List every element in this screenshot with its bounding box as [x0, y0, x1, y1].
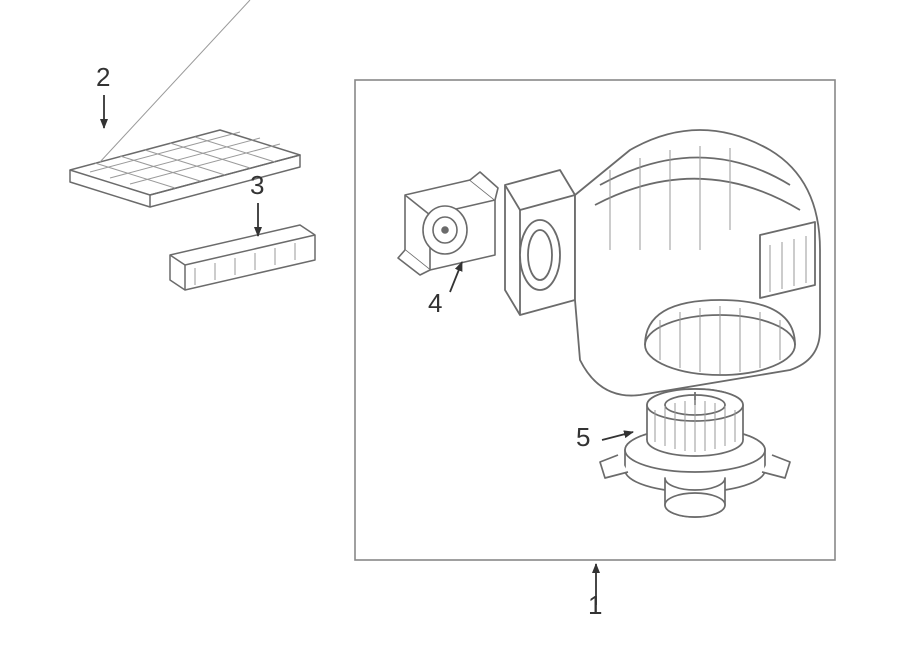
callout-label-3: 3: [250, 170, 264, 201]
parts-diagram: 1 2 3 4 5: [0, 0, 900, 661]
part-filter-cover: [170, 225, 315, 290]
callout-label-1: 1: [588, 590, 602, 621]
callout-label-5: 5: [576, 422, 590, 453]
part-blower-housing: [505, 130, 820, 396]
part-blower-motor: [600, 389, 790, 517]
arrow-4: [450, 262, 462, 292]
arrow-5: [602, 432, 633, 440]
callout-label-4: 4: [428, 288, 442, 319]
callout-label-2: 2: [96, 62, 110, 93]
diagram-canvas: [0, 0, 900, 661]
part-servo: [398, 172, 498, 275]
